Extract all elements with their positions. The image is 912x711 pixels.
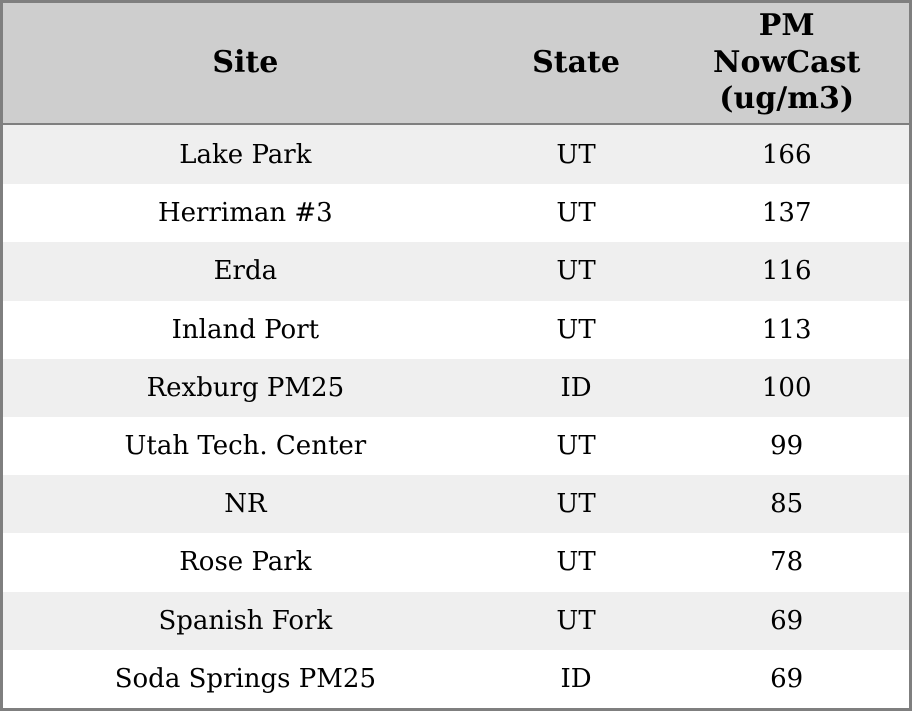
- site-cell: Rexburg PM25: [146, 372, 345, 403]
- table-body: Lake Park UT 166 Herriman #3 UT 137 Erda…: [3, 124, 909, 708]
- pm-nowcast-cell: 116: [761, 256, 812, 287]
- state-cell: ID: [560, 372, 592, 403]
- state-cell: UT: [556, 256, 596, 287]
- state-cell: UT: [556, 198, 596, 229]
- state-cell: UT: [556, 431, 596, 462]
- table-row: Rose Park UT 78: [3, 533, 909, 592]
- state-cell: UT: [556, 139, 596, 170]
- table-row: Spanish Fork UT 69: [3, 591, 909, 650]
- table-header-row: Site State PM NowCast (ug/m3): [3, 3, 909, 125]
- state-cell: UT: [556, 547, 596, 578]
- site-cell: Rose Park: [179, 547, 312, 578]
- site-cell: Spanish Fork: [158, 605, 333, 636]
- pm-nowcast-cell: 78: [770, 547, 804, 578]
- pm-nowcast-cell: 99: [770, 431, 804, 462]
- site-cell: Erda: [213, 256, 278, 287]
- table-row: Soda Springs PM25 ID 69: [3, 649, 909, 708]
- pm-nowcast-table: Site State PM NowCast (ug/m3) Lake Park …: [3, 3, 909, 708]
- column-header-site: Site: [3, 3, 488, 125]
- pm-nowcast-cell: 100: [761, 372, 812, 403]
- site-cell: Soda Springs PM25: [114, 663, 376, 694]
- column-header-state: State: [487, 3, 665, 125]
- table-row: Herriman #3 UT 137: [3, 184, 909, 243]
- pm-nowcast-cell: 137: [761, 198, 812, 229]
- site-cell: Utah Tech. Center: [124, 431, 367, 462]
- site-cell: NR: [224, 489, 267, 520]
- table-row: NR UT 85: [3, 475, 909, 534]
- site-cell: Lake Park: [179, 139, 312, 170]
- state-cell: UT: [556, 605, 596, 636]
- pm-nowcast-cell: 85: [770, 489, 804, 520]
- table-row: Lake Park UT 166: [3, 124, 909, 185]
- table-row: Erda UT 116: [3, 242, 909, 301]
- state-cell: ID: [560, 663, 592, 694]
- site-cell: Inland Port: [171, 314, 320, 345]
- table-row: Rexburg PM25 ID 100: [3, 358, 909, 417]
- state-cell: UT: [556, 489, 596, 520]
- site-cell: Herriman #3: [157, 198, 333, 229]
- state-cell: UT: [556, 314, 596, 345]
- table-header: Site State PM NowCast (ug/m3): [3, 3, 909, 125]
- table-row: Utah Tech. Center UT 99: [3, 416, 909, 476]
- table-row: Inland Port UT 113: [3, 300, 909, 359]
- column-header-pm-nowcast: PM NowCast (ug/m3): [664, 3, 909, 125]
- pm-nowcast-cell: 113: [761, 314, 812, 345]
- pm-nowcast-cell: 166: [761, 139, 812, 170]
- pm-nowcast-cell: 69: [770, 663, 804, 694]
- pm-nowcast-cell: 69: [770, 605, 804, 636]
